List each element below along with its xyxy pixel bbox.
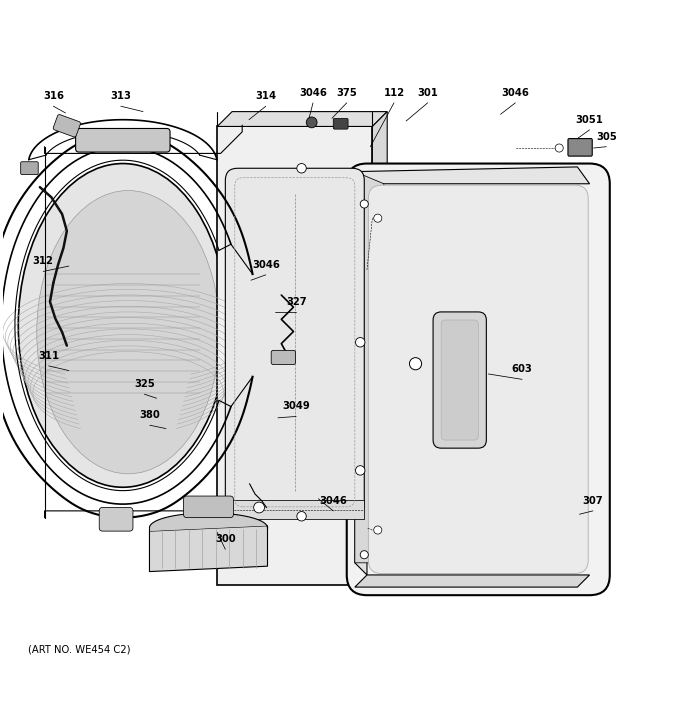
FancyBboxPatch shape <box>184 496 233 518</box>
Text: 3046: 3046 <box>320 496 347 506</box>
FancyBboxPatch shape <box>568 138 592 156</box>
Polygon shape <box>150 526 267 571</box>
Polygon shape <box>355 172 367 575</box>
Polygon shape <box>355 172 384 563</box>
Text: 3051: 3051 <box>575 115 603 125</box>
Text: 375: 375 <box>337 88 357 98</box>
Text: 316: 316 <box>43 91 64 101</box>
Circle shape <box>360 200 369 208</box>
Text: 314: 314 <box>255 91 276 101</box>
Ellipse shape <box>37 191 220 473</box>
Text: 327: 327 <box>286 297 307 307</box>
Text: 300: 300 <box>215 534 236 544</box>
Text: 305: 305 <box>596 131 617 141</box>
Text: 307: 307 <box>583 496 603 506</box>
Polygon shape <box>355 167 590 183</box>
FancyBboxPatch shape <box>369 185 588 573</box>
Circle shape <box>356 338 365 347</box>
Ellipse shape <box>18 164 227 487</box>
FancyBboxPatch shape <box>347 164 610 595</box>
Text: 325: 325 <box>134 379 155 389</box>
FancyBboxPatch shape <box>333 118 348 129</box>
Text: 313: 313 <box>110 91 131 101</box>
Text: 603: 603 <box>512 364 532 374</box>
Circle shape <box>555 144 563 152</box>
Circle shape <box>297 164 306 173</box>
FancyBboxPatch shape <box>99 507 133 531</box>
Text: 301: 301 <box>418 88 438 98</box>
Text: 380: 380 <box>139 410 160 420</box>
Circle shape <box>306 117 317 128</box>
FancyBboxPatch shape <box>75 128 170 152</box>
Polygon shape <box>217 112 387 126</box>
Bar <box>225 500 364 519</box>
Polygon shape <box>373 112 387 585</box>
FancyBboxPatch shape <box>271 350 296 365</box>
FancyBboxPatch shape <box>217 126 373 585</box>
Text: 3046: 3046 <box>501 88 529 98</box>
FancyBboxPatch shape <box>20 162 38 175</box>
Polygon shape <box>150 513 267 531</box>
FancyBboxPatch shape <box>225 168 364 516</box>
Circle shape <box>374 214 381 223</box>
Text: (ART NO. WE454 C2): (ART NO. WE454 C2) <box>29 644 131 654</box>
Text: 3046: 3046 <box>299 88 327 98</box>
FancyBboxPatch shape <box>433 312 486 448</box>
FancyBboxPatch shape <box>441 320 478 440</box>
FancyBboxPatch shape <box>53 115 80 137</box>
Circle shape <box>356 465 365 475</box>
Circle shape <box>254 502 265 513</box>
Circle shape <box>360 551 369 559</box>
Text: 311: 311 <box>38 351 59 361</box>
Circle shape <box>409 357 422 370</box>
Text: 3049: 3049 <box>282 402 310 411</box>
Text: 112: 112 <box>384 88 405 98</box>
Circle shape <box>297 512 306 521</box>
Circle shape <box>374 526 381 534</box>
Text: 312: 312 <box>33 257 54 266</box>
Text: 3046: 3046 <box>252 260 279 270</box>
Polygon shape <box>355 575 590 587</box>
